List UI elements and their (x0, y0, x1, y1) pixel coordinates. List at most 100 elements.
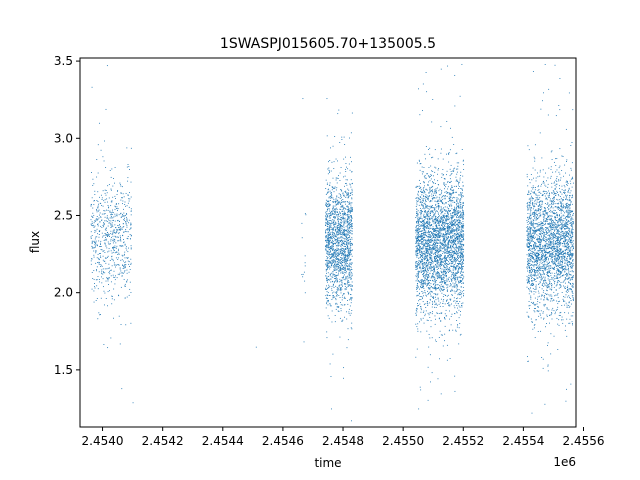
data-point (122, 268, 124, 270)
data-point (460, 203, 462, 205)
data-point (451, 279, 453, 281)
data-point (459, 95, 461, 97)
data-point (438, 219, 440, 221)
data-point (448, 219, 450, 221)
data-point (125, 324, 127, 326)
data-point (340, 268, 341, 270)
data-point (452, 225, 453, 227)
data-point (434, 234, 436, 235)
data-point (348, 299, 350, 301)
data-point (461, 274, 463, 275)
data-point (455, 213, 457, 215)
data-point (444, 198, 446, 200)
data-point (327, 220, 329, 222)
data-point (443, 229, 445, 231)
data-point (111, 168, 113, 170)
data-point (129, 265, 130, 267)
data-point (90, 260, 92, 262)
data-point (326, 227, 328, 229)
data-point (455, 207, 457, 209)
data-point (326, 135, 328, 137)
data-point (428, 224, 430, 225)
data-point (428, 261, 430, 263)
data-point (333, 220, 335, 222)
data-point (449, 226, 451, 227)
data-point (348, 228, 350, 230)
data-point (338, 270, 340, 272)
data-point (343, 293, 345, 294)
data-point (100, 264, 102, 266)
data-point (421, 280, 423, 282)
data-point (339, 302, 341, 304)
data-point (95, 243, 97, 244)
data-point (335, 299, 337, 301)
data-point (335, 179, 337, 181)
data-point (335, 228, 337, 230)
data-point (106, 217, 108, 219)
data-point (437, 278, 439, 280)
data-point (96, 211, 98, 213)
data-point (440, 298, 442, 300)
data-point (123, 242, 125, 244)
data-point (436, 254, 438, 256)
data-point (427, 220, 428, 222)
data-point (130, 214, 132, 216)
data-point (334, 233, 335, 234)
data-point (326, 184, 328, 185)
data-point (433, 192, 435, 194)
data-point (329, 233, 331, 235)
data-point (329, 229, 331, 231)
data-point (440, 260, 442, 262)
data-point (346, 242, 347, 244)
data-point (423, 203, 425, 205)
data-point (438, 216, 440, 218)
data-point (335, 231, 337, 232)
data-point (334, 239, 336, 241)
data-point (448, 270, 450, 272)
data-point (102, 278, 104, 280)
data-point (347, 250, 349, 252)
data-point (459, 207, 461, 209)
data-point (454, 375, 456, 377)
data-point (325, 219, 327, 221)
data-point (450, 256, 452, 258)
data-point (424, 153, 426, 155)
data-point (424, 226, 426, 228)
data-point (463, 255, 465, 257)
data-point (110, 213, 112, 215)
data-point (338, 281, 340, 283)
data-point (340, 214, 342, 216)
data-point (336, 281, 338, 283)
data-point (417, 190, 419, 192)
data-point (120, 193, 122, 194)
data-point (325, 179, 327, 181)
data-point (350, 299, 352, 301)
data-point (326, 245, 328, 246)
data-point (333, 259, 335, 261)
data-point (439, 220, 441, 222)
data-point (130, 222, 132, 224)
data-point (345, 265, 347, 267)
data-point (344, 214, 346, 216)
data-point (339, 201, 341, 203)
data-point (424, 279, 426, 281)
data-point (453, 305, 455, 307)
data-point (332, 221, 334, 223)
data-point (448, 276, 450, 278)
data-point (344, 274, 345, 276)
data-point (449, 233, 451, 235)
data-point (422, 200, 424, 202)
data-point (339, 218, 341, 220)
data-point (335, 245, 337, 247)
data-point (349, 232, 351, 234)
data-point (347, 216, 349, 218)
data-point (108, 222, 110, 224)
data-point (348, 224, 350, 226)
data-point (457, 213, 459, 215)
data-point (444, 283, 446, 285)
data-point (461, 267, 463, 269)
data-point (420, 247, 422, 249)
data-point (340, 310, 342, 312)
data-point (326, 268, 328, 270)
data-point (346, 260, 348, 261)
